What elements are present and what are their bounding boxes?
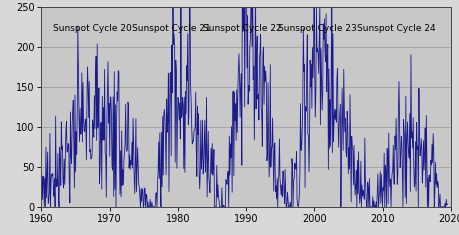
Text: Sunspot Cycle 20: Sunspot Cycle 20	[53, 24, 132, 33]
Text: Sunspot Cycle 22: Sunspot Cycle 22	[203, 24, 281, 33]
Text: Sunspot Cycle 21: Sunspot Cycle 21	[131, 24, 210, 33]
Text: Sunspot Cycle 23: Sunspot Cycle 23	[278, 24, 356, 33]
Text: Sunspot Cycle 24: Sunspot Cycle 24	[356, 24, 435, 33]
